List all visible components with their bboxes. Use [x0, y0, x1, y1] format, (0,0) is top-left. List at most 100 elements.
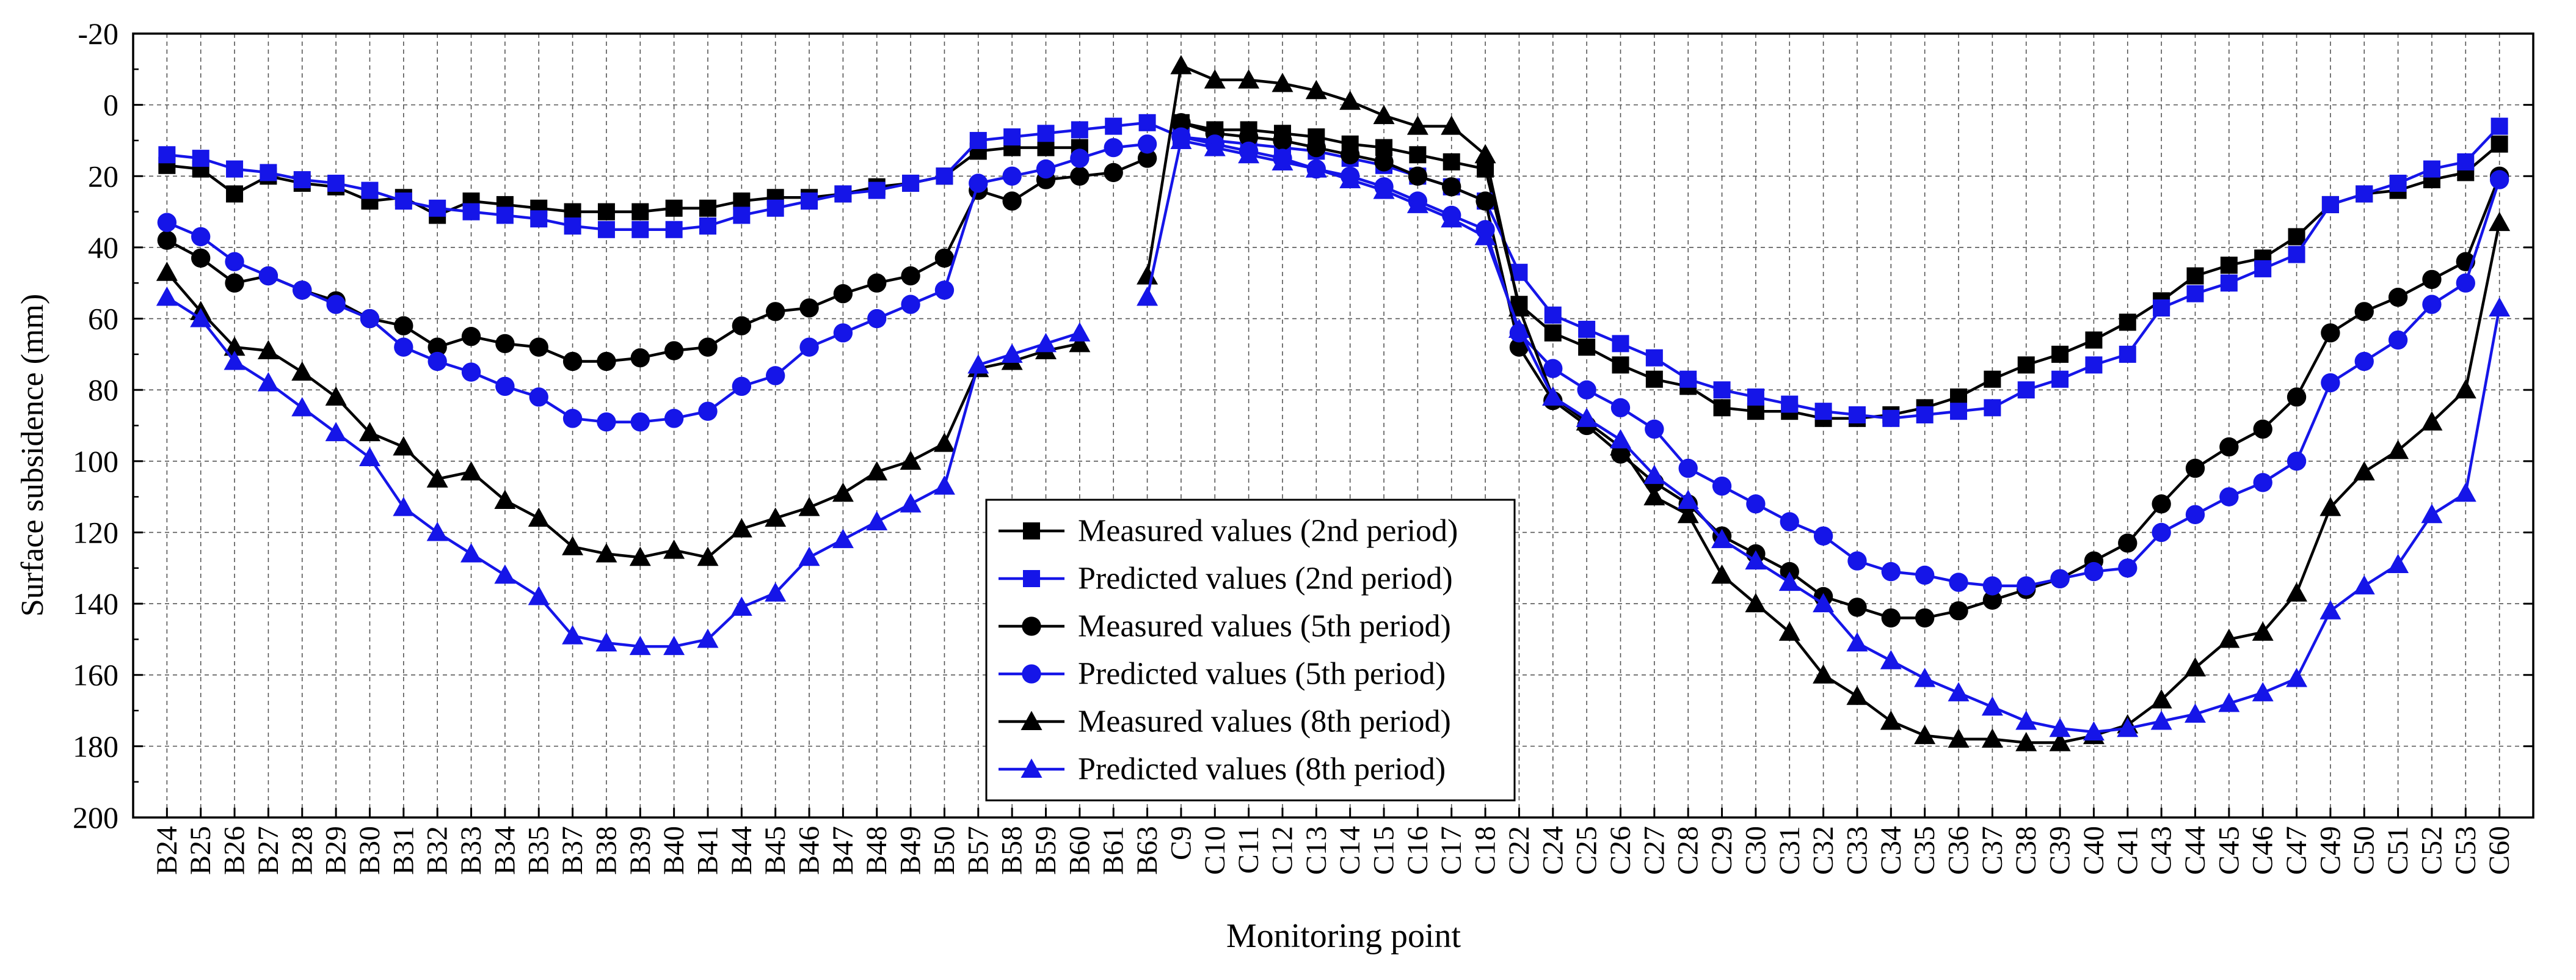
data-point [258, 266, 278, 286]
data-point [393, 436, 415, 456]
series-line [166, 221, 945, 423]
data-point [1238, 69, 1260, 89]
series-line [1181, 135, 1486, 231]
legend-marker [1022, 616, 1041, 636]
x-tick-label: C24 [1537, 826, 1569, 875]
data-point [697, 628, 719, 648]
data-point [1950, 403, 1968, 420]
x-tick-label: C9 [1165, 826, 1197, 860]
data-point [530, 210, 548, 228]
x-tick-label: B44 [726, 826, 758, 875]
data-point [1780, 512, 1799, 532]
series-line [978, 331, 1080, 367]
data-point [158, 146, 176, 164]
legend-item: Measured values (2nd period) [999, 514, 1458, 549]
data-point [1474, 225, 1496, 246]
data-point [1814, 403, 1832, 420]
data-point [2252, 621, 2274, 641]
data-point [832, 482, 854, 502]
data-point [1881, 561, 1901, 582]
data-point [2184, 703, 2206, 723]
data-point [1643, 486, 1665, 506]
data-point [393, 497, 415, 516]
data-point [1443, 153, 1460, 170]
legend-label: Predicted values (5th period) [1078, 657, 1446, 692]
x-tick-label: B33 [455, 826, 487, 875]
data-point [665, 221, 683, 238]
x-tick-label: B40 [658, 826, 690, 875]
data-point [156, 261, 178, 281]
data-point [833, 323, 853, 343]
data-point [2152, 494, 2171, 514]
series-line [167, 164, 945, 217]
x-tick-label: C18 [1469, 826, 1502, 875]
data-point [699, 199, 716, 217]
data-point [2119, 345, 2136, 363]
data-point [630, 412, 650, 432]
data-point [595, 543, 617, 563]
x-tick-label: C17 [1435, 826, 1468, 875]
data-point [697, 546, 719, 566]
plot-frame [132, 32, 2534, 819]
data-point [901, 294, 920, 314]
legend-label: Predicted values (2nd period) [1078, 561, 1453, 596]
data-point [2253, 473, 2272, 492]
x-tick-label: C50 [2348, 826, 2381, 875]
data-point [360, 309, 380, 329]
data-point [1544, 324, 1562, 342]
data-point [2219, 487, 2239, 506]
x-tick-label: C45 [2213, 826, 2245, 875]
x-tick-label: C25 [1571, 826, 1603, 875]
data-point [361, 181, 379, 199]
data-point [664, 341, 684, 360]
x-tick-label: C12 [1266, 826, 1298, 875]
data-point [2252, 682, 2274, 701]
y-tick-label: 120 [73, 515, 118, 549]
data-point [2489, 170, 2509, 189]
data-point [1778, 621, 1800, 641]
legend-marker [1021, 711, 1042, 730]
data-point [2185, 505, 2205, 524]
x-tick-label: C22 [1503, 826, 1535, 875]
data-point [597, 221, 615, 238]
data-point [2286, 582, 2308, 602]
data-point [1848, 406, 1866, 424]
x-tick-label: B46 [793, 826, 826, 875]
data-point [2119, 313, 2136, 331]
data-point [1170, 54, 1192, 75]
axes-layer: B24 B25 B26 B27 B28 B29 B30 B31 B32 B33 B34 B35 B37 B… [73, 16, 2534, 875]
x-tick-label: C37 [1976, 826, 2009, 875]
data-point [1882, 409, 1900, 427]
data-point [1846, 632, 1868, 652]
legend-label: Measured values (2nd period) [1078, 514, 1458, 549]
data-point [1610, 398, 1631, 418]
y-tick-label: 60 [88, 302, 118, 336]
legend-marker [1021, 758, 1042, 778]
data-point [257, 372, 279, 392]
data-point [2287, 452, 2307, 471]
data-point [2150, 689, 2172, 709]
data-point [1305, 158, 1327, 178]
data-point [1713, 399, 1731, 417]
data-point [2388, 287, 2408, 307]
legend-label: Predicted values (8th period) [1078, 752, 1446, 787]
data-point [1984, 370, 2001, 388]
data-point [665, 199, 683, 217]
x-tick-label: C41 [2111, 826, 2144, 875]
data-point [902, 174, 920, 192]
data-point [1071, 121, 1088, 139]
data-point [1914, 668, 1936, 687]
data-point [765, 582, 787, 602]
data-point [698, 401, 718, 421]
data-point [1881, 608, 1901, 628]
x-tick-label: B38 [590, 826, 622, 875]
data-point [494, 489, 516, 509]
data-point [1105, 117, 1122, 135]
series-line [943, 183, 980, 291]
legend-box [985, 499, 1516, 802]
data-point [562, 625, 584, 645]
data-point [2319, 497, 2341, 516]
data-point [1948, 728, 1970, 748]
series-line [166, 239, 945, 363]
data-point [2354, 351, 2374, 371]
